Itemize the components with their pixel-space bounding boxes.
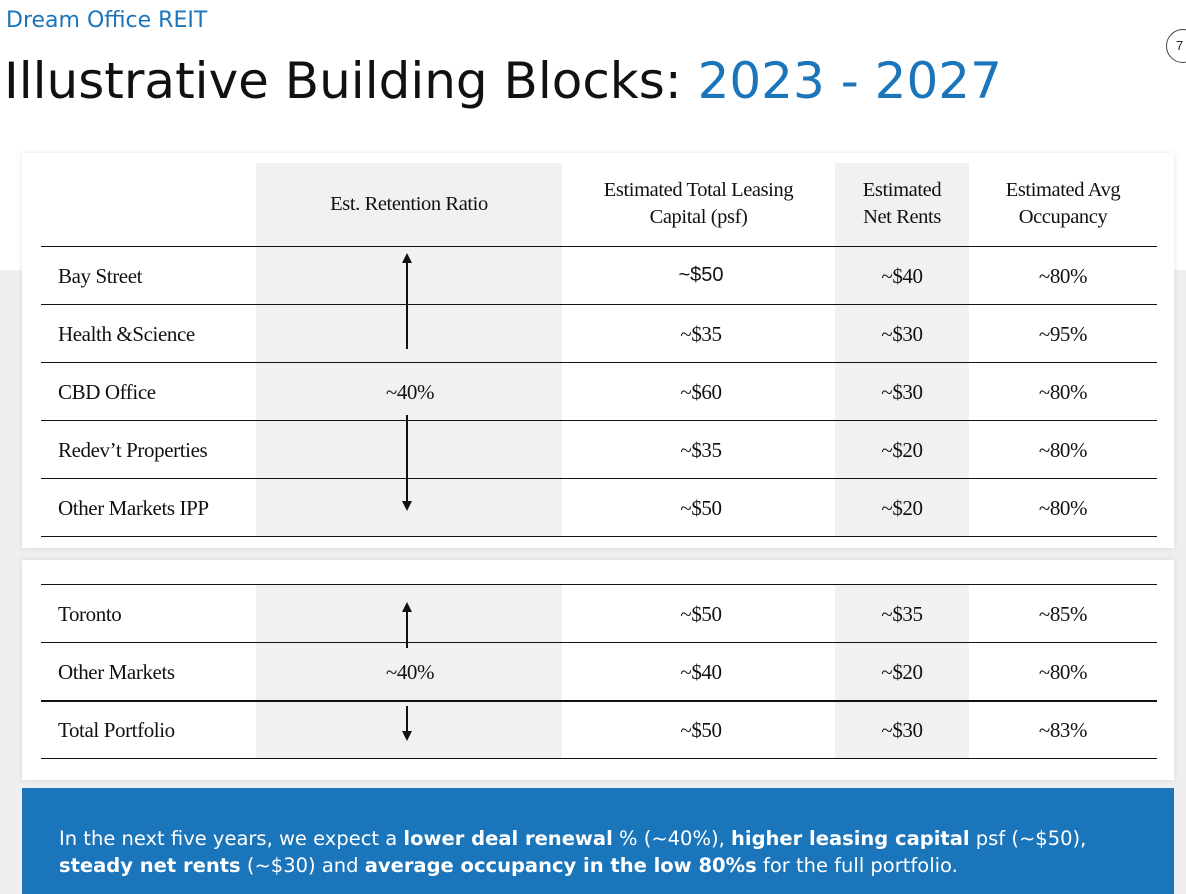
row-divider bbox=[41, 420, 1157, 421]
header-leasing-capital: Estimated Total Leasing Capital (psf) bbox=[562, 177, 835, 231]
net-rents-value: ~$40 bbox=[881, 264, 923, 288]
header-occupancy-line2: Occupancy bbox=[1018, 206, 1108, 228]
net-rents-value: ~$30 bbox=[881, 322, 923, 346]
occupancy-value: ~80% bbox=[1038, 380, 1088, 404]
occupancy-value: ~80% bbox=[1038, 660, 1088, 684]
page-title: Illustrative Building Blocks: 2023 - 202… bbox=[4, 52, 1002, 110]
row-label: Toronto bbox=[58, 602, 122, 626]
row-label: Total Portfolio bbox=[58, 718, 175, 742]
occupancy-value: ~80% bbox=[1038, 264, 1088, 288]
occupancy-value: ~80% bbox=[1038, 438, 1088, 462]
brand-name: Dream Office REIT bbox=[6, 8, 208, 33]
total-divider bbox=[41, 700, 1157, 702]
capital-value: ~$50 bbox=[678, 264, 724, 286]
title-accent: 2023 - 2027 bbox=[697, 52, 1002, 110]
row-divider bbox=[41, 758, 1157, 759]
capital-value: ~$60 bbox=[680, 380, 722, 404]
net-rents-value: ~$30 bbox=[881, 380, 923, 404]
summary-text-part: for the full portfolio. bbox=[756, 854, 958, 877]
row-divider bbox=[41, 304, 1157, 305]
net-rents-column-shade bbox=[835, 163, 969, 536]
row-label: Other Markets IPP bbox=[58, 496, 209, 520]
region-table-panel: Toronto ~$50 ~$35 ~85% Other Markets ~40… bbox=[22, 560, 1174, 780]
summary-text-part: (~$30) and bbox=[240, 854, 365, 877]
segment-table-panel: Est. Retention Ratio Estimated Total Lea… bbox=[22, 153, 1174, 548]
row-label: Other Markets bbox=[58, 660, 175, 684]
header-net-rents-line1: Estimated bbox=[862, 179, 942, 201]
capital-value: ~$50 bbox=[680, 602, 722, 626]
row-label: CBD Office bbox=[58, 380, 156, 404]
capital-value: ~$35 bbox=[680, 322, 722, 346]
summary-emphasis: steady net rents bbox=[59, 854, 241, 877]
occupancy-value: ~95% bbox=[1038, 322, 1088, 346]
page-number: 7 bbox=[1166, 29, 1186, 63]
row-divider bbox=[41, 362, 1157, 363]
row-divider bbox=[41, 642, 1157, 643]
summary-emphasis: average occupancy in the low 80%s bbox=[364, 854, 757, 877]
row-divider bbox=[41, 584, 1157, 585]
header-occupancy-line1: Estimated Avg bbox=[1005, 179, 1121, 201]
retention-value: ~40% bbox=[385, 380, 435, 404]
capital-value: ~$40 bbox=[680, 660, 722, 684]
net-rents-value: ~$20 bbox=[881, 660, 923, 684]
row-label: Health &Science bbox=[58, 322, 195, 346]
summary-text-part: In the next five years, we expect a bbox=[59, 827, 404, 850]
header-leasing-capital-line1: Estimated Total Leasing bbox=[603, 179, 794, 201]
row-divider bbox=[41, 478, 1157, 479]
row-label: Bay Street bbox=[58, 264, 143, 288]
arrow-down-icon bbox=[402, 731, 412, 741]
header-net-rents-line2: Net Rents bbox=[863, 206, 941, 228]
arrow-shaft bbox=[406, 706, 408, 734]
summary-text-part: % (~40%), bbox=[612, 827, 731, 850]
capital-value: ~$50 bbox=[680, 718, 722, 742]
header-net-rents: Estimated Net Rents bbox=[835, 177, 969, 231]
arrow-up-icon bbox=[402, 602, 412, 612]
arrow-shaft bbox=[406, 261, 408, 349]
row-label: Redev’t Properties bbox=[58, 438, 208, 462]
summary-emphasis: higher leasing capital bbox=[731, 827, 970, 850]
net-rents-column-shade bbox=[835, 584, 969, 758]
net-rents-value: ~$35 bbox=[881, 602, 923, 626]
summary-emphasis: lower deal renewal bbox=[403, 827, 613, 850]
row-divider bbox=[41, 246, 1157, 247]
summary-text: In the next five years, we expect a lowe… bbox=[59, 825, 1139, 879]
header-retention: Est. Retention Ratio bbox=[330, 193, 488, 215]
summary-callout: In the next five years, we expect a lowe… bbox=[22, 788, 1174, 894]
capital-value: ~$50 bbox=[680, 496, 722, 520]
capital-value: ~$35 bbox=[680, 438, 722, 462]
header-leasing-capital-line2: Capital (psf) bbox=[649, 206, 748, 228]
summary-text-part: psf (~$50), bbox=[969, 827, 1087, 850]
arrow-shaft bbox=[406, 610, 408, 648]
net-rents-value: ~$20 bbox=[881, 438, 923, 462]
retention-column-shade bbox=[256, 584, 562, 758]
net-rents-value: ~$20 bbox=[881, 496, 923, 520]
retention-column-shade bbox=[256, 163, 562, 536]
retention-value: ~40% bbox=[385, 660, 435, 684]
arrow-up-icon bbox=[402, 253, 412, 263]
occupancy-value: ~80% bbox=[1038, 496, 1088, 520]
title-main: Illustrative Building Blocks: bbox=[4, 52, 698, 110]
arrow-down-icon bbox=[402, 501, 412, 511]
occupancy-value: ~83% bbox=[1038, 718, 1088, 742]
header-occupancy: Estimated Avg Occupancy bbox=[969, 177, 1157, 231]
row-divider bbox=[41, 536, 1157, 537]
occupancy-value: ~85% bbox=[1038, 602, 1088, 626]
arrow-shaft bbox=[406, 415, 408, 503]
net-rents-value: ~$30 bbox=[881, 718, 923, 742]
